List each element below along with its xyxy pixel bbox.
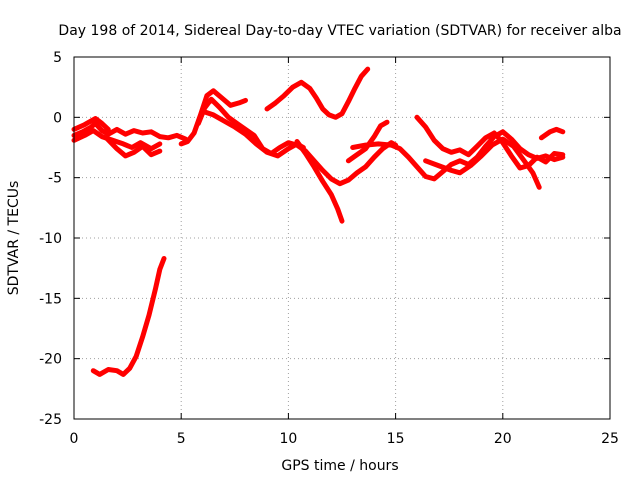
series-line-track-h bbox=[294, 139, 345, 224]
y-tick-label: -15 bbox=[39, 291, 62, 307]
x-axis-label: GPS time / hours bbox=[281, 458, 398, 474]
series-line-track-e bbox=[178, 88, 248, 147]
axis-ticks: 0 5 10 15 20 25 -25 -20 -15 -10 -5 0 5 bbox=[39, 50, 619, 447]
series-line-track-g bbox=[200, 108, 306, 159]
y-tick-label: -5 bbox=[48, 171, 62, 187]
x-tick-label: 20 bbox=[494, 431, 512, 447]
y-tick-label: 0 bbox=[53, 110, 62, 126]
y-tick-label: -10 bbox=[39, 231, 62, 247]
y-axis-label: SDTVAR / TECUs bbox=[6, 181, 22, 296]
series-line-track-k bbox=[350, 129, 566, 182]
y-tick-label: 5 bbox=[53, 50, 62, 66]
series-line-track-b bbox=[71, 128, 163, 152]
x-tick-label: 10 bbox=[279, 431, 297, 447]
series-line-track-a bbox=[71, 120, 188, 142]
data-series bbox=[71, 66, 566, 377]
x-tick-label: 25 bbox=[601, 431, 619, 447]
chart-title: Day 198 of 2014, Sidereal Day-to-day VTE… bbox=[58, 23, 621, 39]
x-tick-label: 0 bbox=[70, 431, 79, 447]
series-line-track-j bbox=[345, 119, 390, 164]
y-tick-label: -20 bbox=[39, 352, 62, 368]
series-line-track-m bbox=[423, 136, 542, 190]
series-line-track-l bbox=[414, 114, 566, 171]
series-line-track-n bbox=[538, 126, 566, 141]
x-tick-label: 15 bbox=[387, 431, 405, 447]
grid bbox=[74, 57, 610, 419]
series-line-low-track bbox=[90, 256, 167, 377]
plot-frame bbox=[73, 56, 611, 420]
series-line-track-c bbox=[103, 135, 163, 159]
series-line-track-d bbox=[71, 116, 111, 132]
series-line-track-i bbox=[264, 66, 371, 120]
x-tick-label: 5 bbox=[177, 431, 186, 447]
y-tick-label: -25 bbox=[39, 412, 62, 428]
